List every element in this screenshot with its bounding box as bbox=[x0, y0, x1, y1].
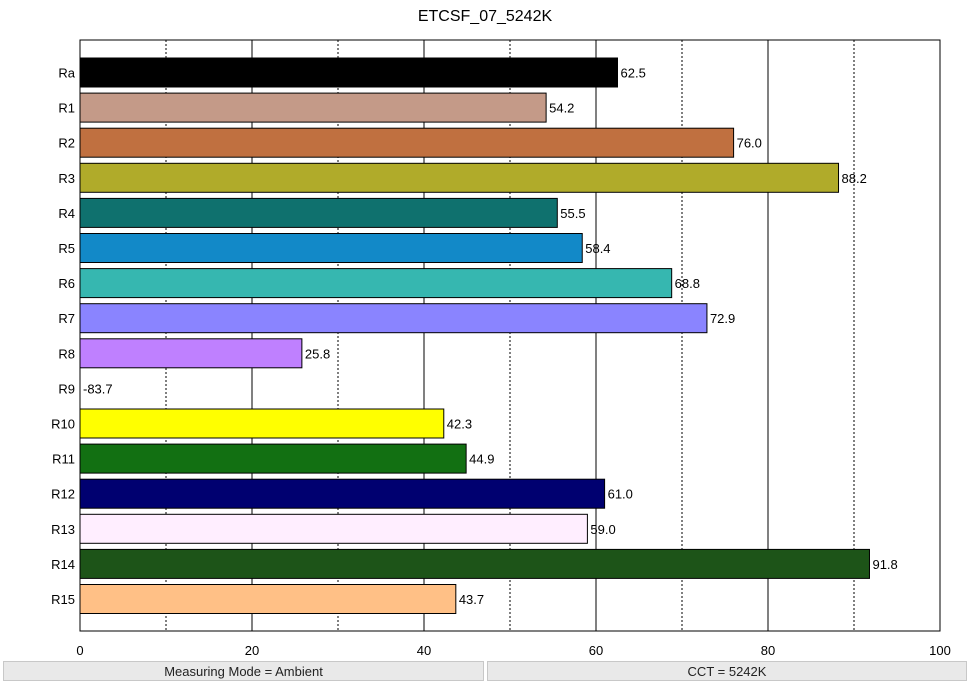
value-label: 62.5 bbox=[621, 66, 646, 81]
bar-ra bbox=[79, 57, 618, 88]
bar-r13 bbox=[79, 513, 588, 544]
bar-r5 bbox=[79, 233, 583, 263]
x-tick-label: 100 bbox=[929, 643, 951, 658]
category-label: R13 bbox=[51, 522, 75, 537]
value-label: 44.9 bbox=[469, 452, 494, 467]
value-labels: 62.5 54.2 76.0 88.2 55.5 58.4 68.8 72.9 25.8 -83.… bbox=[83, 66, 898, 608]
x-tick-label: 40 bbox=[417, 643, 431, 658]
value-label: 72.9 bbox=[710, 311, 735, 326]
bar-r14 bbox=[79, 548, 870, 579]
bar-r15 bbox=[79, 584, 457, 614]
x-tick-label: 80 bbox=[761, 643, 775, 658]
value-label: 55.5 bbox=[560, 206, 585, 221]
bar-r4 bbox=[79, 197, 558, 228]
category-label: R6 bbox=[58, 276, 75, 291]
status-bar: Measuring Mode = Ambient CCT = 5242K bbox=[0, 660, 970, 683]
category-label: R10 bbox=[51, 417, 75, 432]
value-label: 76.0 bbox=[737, 136, 762, 151]
bar-r10 bbox=[79, 408, 445, 439]
value-label: 68.8 bbox=[675, 276, 700, 291]
value-label: 59.0 bbox=[590, 522, 615, 537]
bar-r11 bbox=[79, 443, 467, 474]
category-label: R7 bbox=[58, 311, 75, 326]
bar-r1 bbox=[79, 92, 547, 123]
value-label: 25.8 bbox=[305, 346, 330, 361]
category-label: R5 bbox=[58, 241, 75, 256]
bars bbox=[79, 57, 870, 614]
category-label: R1 bbox=[58, 101, 75, 116]
x-tick-label: 60 bbox=[589, 643, 603, 658]
category-label: R14 bbox=[51, 557, 75, 572]
category-label: R15 bbox=[51, 592, 75, 607]
category-label: R8 bbox=[58, 346, 75, 361]
bar-r3 bbox=[79, 162, 840, 193]
category-label: R4 bbox=[58, 206, 75, 221]
x-tick-labels: 0 20 40 60 80 100 bbox=[76, 643, 950, 658]
value-label: 54.2 bbox=[549, 101, 574, 116]
category-label: R12 bbox=[51, 487, 75, 502]
value-label: 58.4 bbox=[585, 241, 610, 256]
x-tick-label: 20 bbox=[245, 643, 259, 658]
value-label: 61.0 bbox=[608, 487, 633, 502]
value-label: -83.7 bbox=[83, 381, 113, 396]
bar-r7 bbox=[79, 303, 708, 334]
bar-r2 bbox=[79, 127, 735, 158]
category-labels: Ra R1 R2 R3 R4 R5 R6 R7 R8 R9 R10 R11 R12 R13 R14 R15 bbox=[51, 66, 76, 608]
value-label: 43.7 bbox=[459, 592, 484, 607]
x-tick-label: 0 bbox=[76, 643, 83, 658]
plot-frame bbox=[79, 39, 941, 632]
category-label: Ra bbox=[58, 66, 75, 81]
bar-chart: Ra R1 R2 R3 R4 R5 R6 R7 R8 R9 R10 R11 R12 R13 R14 R15 6… bbox=[51, 39, 951, 658]
category-label: R3 bbox=[58, 171, 75, 186]
category-label: R11 bbox=[52, 452, 75, 467]
value-label: 42.3 bbox=[447, 417, 472, 432]
value-label: 88.2 bbox=[842, 171, 867, 186]
bar-r8 bbox=[79, 338, 303, 369]
category-label: R9 bbox=[58, 381, 75, 396]
chart-title: ETCSF_07_5242K bbox=[417, 8, 553, 25]
cct-status: CCT = 5242K bbox=[487, 661, 967, 681]
category-label: R2 bbox=[58, 136, 75, 151]
measuring-mode-status: Measuring Mode = Ambient bbox=[3, 661, 484, 681]
bar-r12 bbox=[79, 478, 606, 509]
value-label: 91.8 bbox=[872, 557, 897, 572]
bar-r6 bbox=[79, 268, 673, 299]
